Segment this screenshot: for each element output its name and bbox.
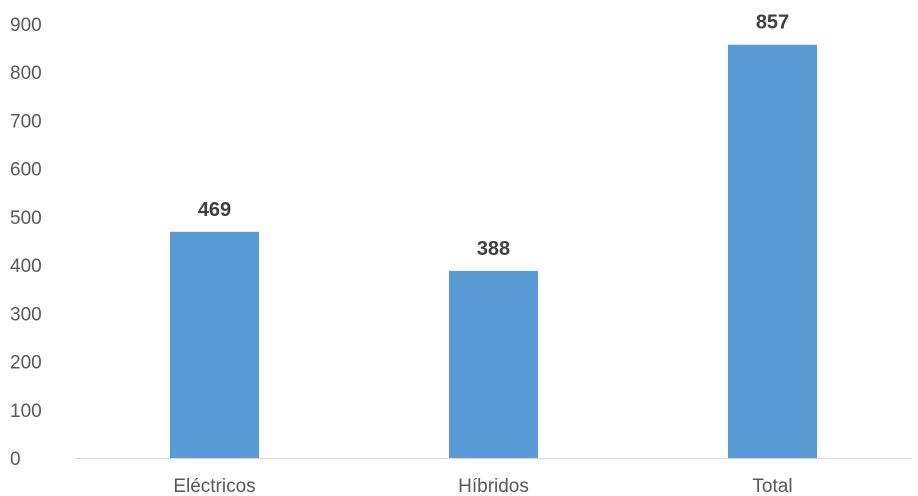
y-tick-label: 900 [10,15,42,36]
bar-híbridos [449,270,538,458]
data-label: 388 [477,238,510,260]
x-category-label: Eléctricos [173,476,255,496]
y-tick-label: 600 [10,160,42,181]
data-label: 469 [198,199,231,221]
bars-group [170,44,817,458]
bar-total [728,44,817,458]
y-tick-label: 800 [10,63,42,84]
x-category-label: Híbridos [458,476,529,496]
x-axis-category-labels: Eléctricos Híbridos Total [173,476,792,496]
data-labels-group: 469 388 857 [198,12,789,260]
data-label: 857 [756,12,789,34]
y-tick-label: 100 [10,401,42,422]
y-tick-label: 400 [10,256,42,277]
y-tick-label: 300 [10,304,42,325]
x-category-label: Total [752,476,792,496]
y-tick-label: 500 [10,208,42,229]
y-axis-tick-labels: 0 100 200 300 400 500 600 700 800 900 [10,15,42,470]
y-tick-label: 700 [10,111,42,132]
y-tick-label: 0 [10,449,21,470]
y-tick-label: 200 [10,353,42,374]
bar-eléctricos [170,231,259,458]
